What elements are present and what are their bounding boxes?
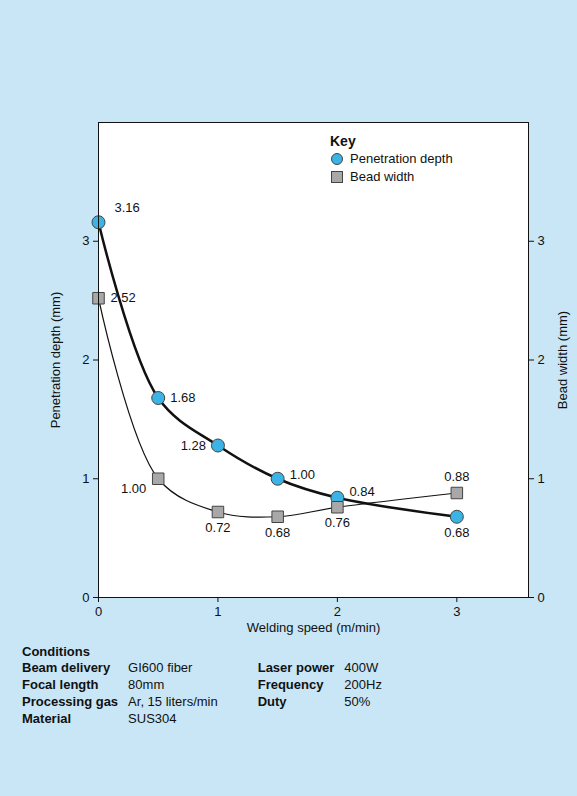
svg-text:1.28: 1.28: [181, 438, 206, 453]
svg-text:2: 2: [538, 352, 545, 367]
svg-text:3: 3: [453, 604, 460, 619]
html-text:Processing gas: Processing gas: [22, 694, 119, 709]
html-text:Key: Key: [330, 133, 356, 149]
html-text:Bead width: Bead width: [350, 169, 415, 184]
svg-text:2.52: 2.52: [111, 290, 136, 305]
svg-text:1.68: 1.68: [170, 390, 195, 405]
svg-text:Bead width (mm): Bead width (mm): [555, 311, 570, 409]
svg-text:1: 1: [538, 471, 545, 486]
svg-text:0.68: 0.68: [265, 525, 290, 540]
svg-text:1: 1: [82, 471, 89, 486]
svg-text:Welding speed (m/min): Welding speed (m/min): [247, 620, 380, 635]
html-text:Focal length: Focal length: [22, 677, 99, 692]
svg-text:Penetration depth (mm): Penetration depth (mm): [48, 292, 63, 429]
html-text:SUS304: SUS304: [128, 711, 177, 726]
svg-text:1.00: 1.00: [121, 481, 146, 496]
svg-text:3: 3: [82, 233, 89, 248]
html-text:Conditions: Conditions: [22, 644, 90, 659]
svg-text:0: 0: [82, 590, 89, 605]
html-text:Duty: Duty: [257, 694, 287, 709]
html-text:Beam delivery: Beam delivery: [22, 660, 111, 675]
svg-text:1.00: 1.00: [290, 467, 315, 482]
svg-text:3.16: 3.16: [115, 200, 140, 215]
svg-text:2: 2: [334, 604, 341, 619]
svg-text:0: 0: [95, 604, 102, 619]
svg-text:3: 3: [538, 233, 545, 248]
html-text:200Hz: 200Hz: [344, 677, 382, 692]
html-text:80mm: 80mm: [128, 677, 165, 692]
html-text:50%: 50%: [344, 694, 371, 709]
html-text:Material: Material: [22, 711, 72, 726]
svg-text:1: 1: [214, 604, 221, 619]
svg-text:0: 0: [538, 590, 545, 605]
html-text:Penetration depth: Penetration depth: [350, 151, 453, 166]
html-text:Ar, 15 liters/min: Ar, 15 liters/min: [128, 694, 218, 709]
svg-text:0.68: 0.68: [444, 525, 469, 540]
svg-text:2: 2: [82, 352, 89, 367]
svg-text:0.76: 0.76: [325, 515, 350, 530]
html-text:GI600 fiber: GI600 fiber: [128, 660, 193, 675]
svg-text:0.72: 0.72: [205, 520, 230, 535]
html-text:Laser power: Laser power: [257, 660, 335, 675]
html-text:400W: 400W: [344, 660, 379, 675]
svg-text:0.88: 0.88: [444, 469, 469, 484]
html-text:Frequency: Frequency: [257, 677, 324, 692]
svg-text:0.84: 0.84: [349, 484, 374, 499]
